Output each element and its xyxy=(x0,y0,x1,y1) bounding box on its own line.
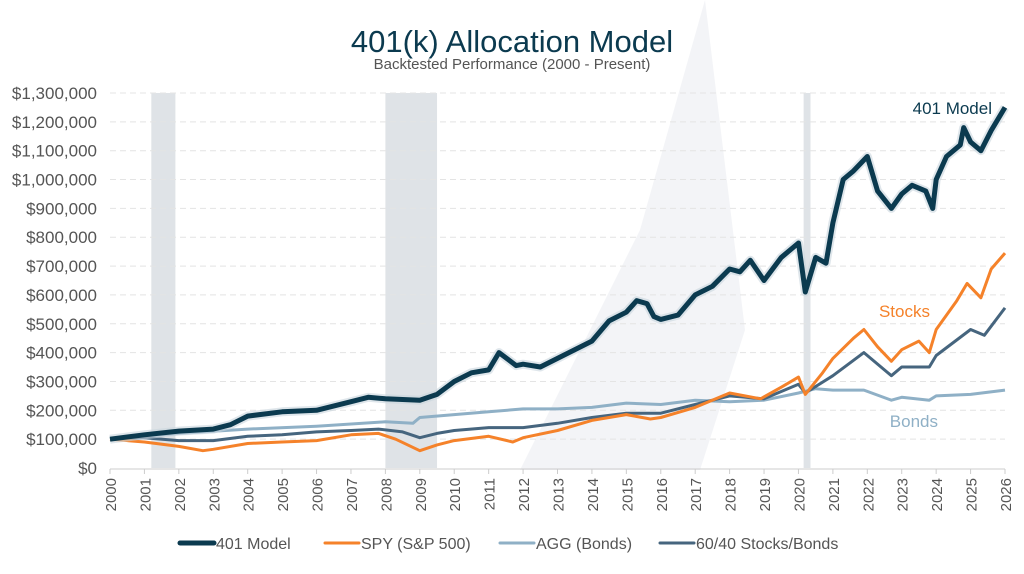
x-tick-label: 2000 xyxy=(103,478,120,511)
annotation-bonds: Bonds xyxy=(890,412,938,431)
x-tick-label: 2007 xyxy=(344,478,361,511)
y-tick-label: $600,000 xyxy=(26,286,97,305)
annotation-stocks: Stocks xyxy=(879,302,930,321)
x-tick-label: 2009 xyxy=(413,478,430,511)
y-tick-label: $500,000 xyxy=(26,315,97,334)
series-line-agg-bonds- xyxy=(109,387,1006,441)
y-tick-label: $1,300,000 xyxy=(12,84,97,103)
x-tick-label: 2010 xyxy=(447,478,464,511)
x-tick-label: 2003 xyxy=(206,478,223,511)
y-tick-label: $300,000 xyxy=(26,372,97,391)
x-tick-label: 2021 xyxy=(826,478,843,511)
x-tick-label: 2022 xyxy=(860,478,877,511)
legend-label: 60/40 Stocks/Bonds xyxy=(696,536,838,553)
x-tick-label: 2020 xyxy=(791,478,808,511)
series-line-401-model xyxy=(109,106,1008,442)
series-line-spy-s-p-500- xyxy=(109,252,1007,453)
x-tick-label: 2025 xyxy=(964,478,981,511)
x-tick-label: 2006 xyxy=(310,478,327,511)
x-tick-label: 2023 xyxy=(895,478,912,511)
legend: 401 Model SPY (S&P 500) AGG (Bonds) 60/40 S… xyxy=(177,536,838,553)
y-tick-label: $100,000 xyxy=(26,430,97,449)
annotation-401-model: 401 Model xyxy=(913,99,992,118)
x-tick-label: 2024 xyxy=(929,478,946,511)
legend-label: SPY (S&P 500) xyxy=(361,536,471,553)
y-tick-label: $800,000 xyxy=(26,228,97,247)
y-tick-label: $700,000 xyxy=(26,257,97,276)
y-tick-label: $1,200,000 xyxy=(12,113,97,132)
watermark-sail xyxy=(520,0,745,470)
x-tick-label: 2002 xyxy=(172,478,189,511)
chart-subtitle: Backtested Performance (2000 - Present) xyxy=(374,56,651,73)
chart-title: 401(k) Allocation Model xyxy=(351,24,673,59)
y-tick-label: $0 xyxy=(78,459,97,478)
x-tick-label: 2004 xyxy=(241,478,258,511)
y-tick-label: $400,000 xyxy=(26,344,97,363)
recession-shade xyxy=(151,93,176,468)
recession-shade xyxy=(385,93,438,468)
legend-label: AGG (Bonds) xyxy=(536,536,632,553)
x-tick-label: 2016 xyxy=(654,478,671,511)
x-tick-label: 2015 xyxy=(619,478,636,511)
x-tick-label: 2008 xyxy=(378,478,395,511)
x-tick-label: 2014 xyxy=(585,478,602,511)
x-tick-label: 2017 xyxy=(688,478,705,511)
x-tick-label: 2011 xyxy=(482,478,499,510)
y-tick-label: $1,100,000 xyxy=(12,142,97,161)
x-tick-label: 2012 xyxy=(516,478,533,511)
series-line-60-40-stocks-bonds xyxy=(109,306,1007,443)
x-tick-label: 2001 xyxy=(137,478,154,511)
y-tick-label: $900,000 xyxy=(26,199,97,218)
legend-label: 401 Model xyxy=(216,536,291,553)
x-tick-label: 2013 xyxy=(551,478,568,511)
x-tick-label: 2026 xyxy=(998,478,1015,511)
y-tick-label: $1,000,000 xyxy=(12,171,97,190)
series-glow xyxy=(109,105,1009,444)
y-tick-label: $200,000 xyxy=(26,401,97,420)
x-tick-label: 2018 xyxy=(723,478,740,511)
x-tick-label: 2005 xyxy=(275,478,292,511)
x-tick-label: 2019 xyxy=(757,478,774,511)
